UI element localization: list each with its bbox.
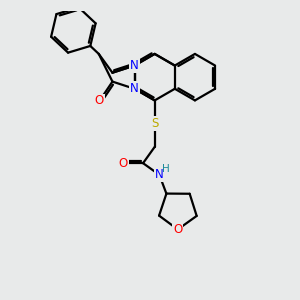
Text: N: N (130, 82, 139, 95)
Text: O: O (95, 94, 104, 107)
Text: H: H (162, 164, 170, 174)
Text: N: N (155, 168, 164, 181)
Text: O: O (119, 157, 128, 170)
Text: N: N (130, 59, 139, 72)
Text: O: O (173, 223, 182, 236)
Text: S: S (151, 117, 158, 130)
